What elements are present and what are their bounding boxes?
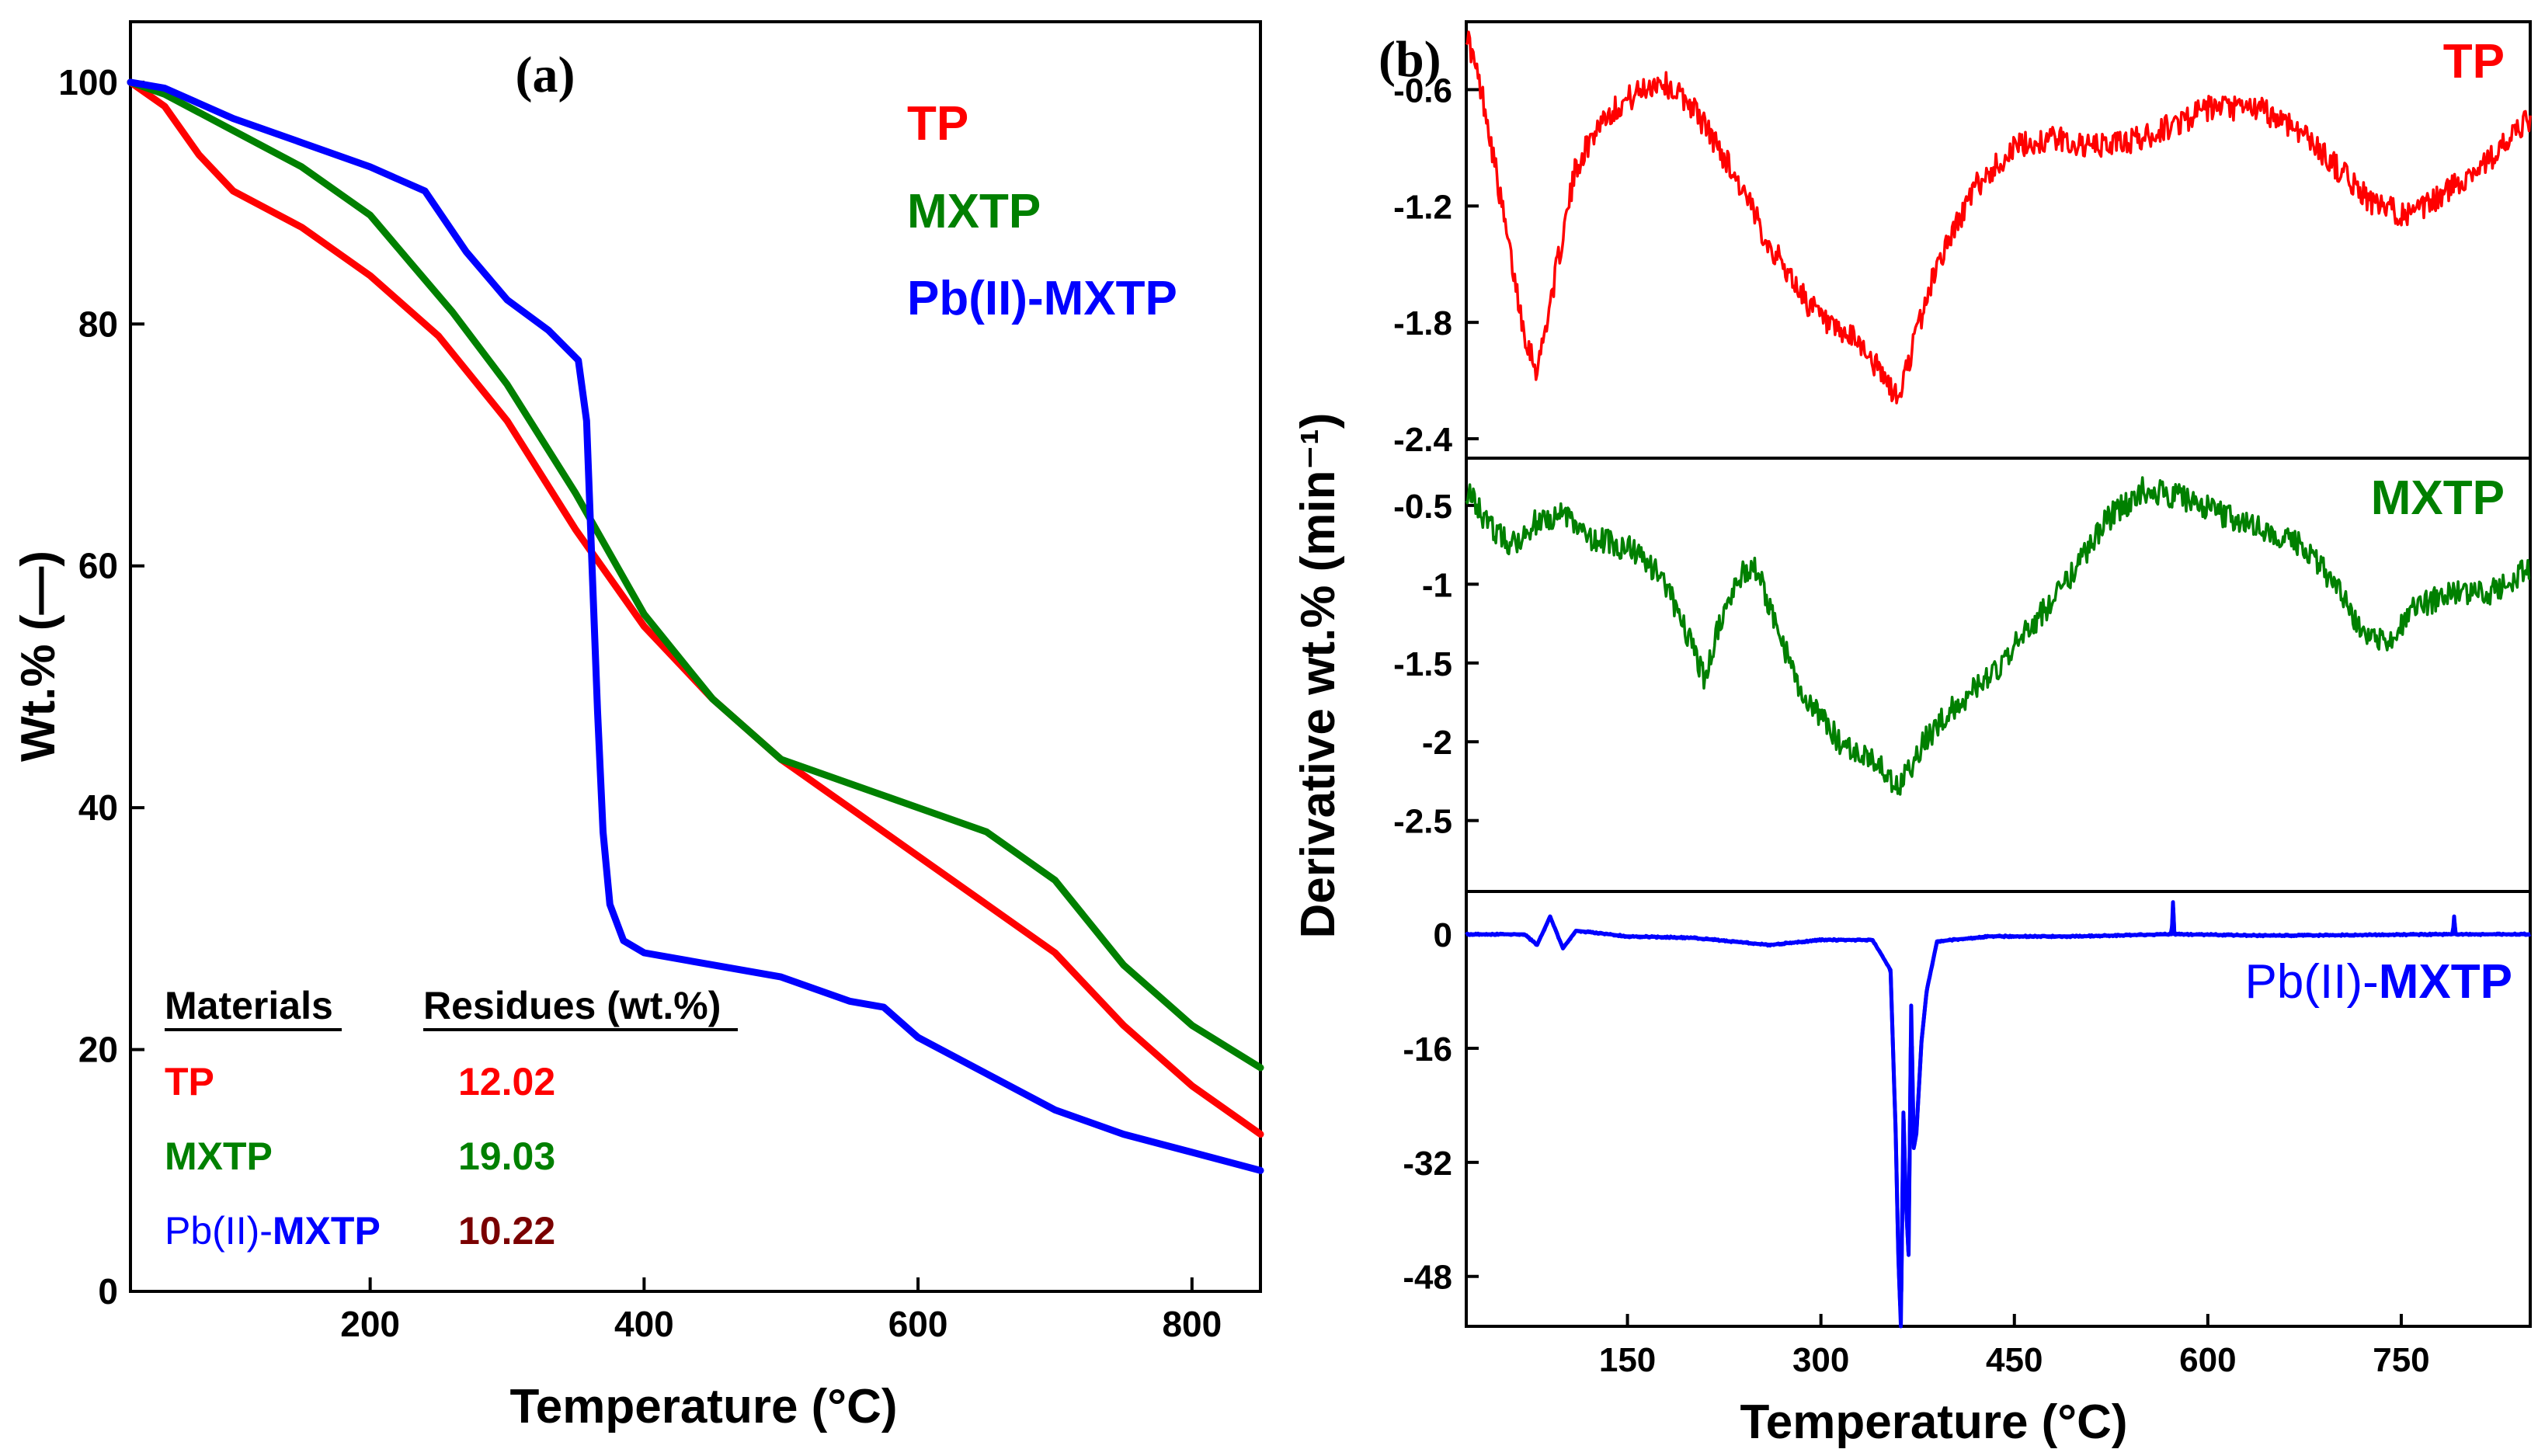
table-row-residue-pb-mxtp: 10.22 — [458, 1209, 555, 1253]
subplot-label-pb-prefix: Pb(II)- — [2245, 955, 2379, 1009]
y-tick-label: -1.8 — [1393, 304, 1452, 342]
panel-b-x-ticks: 150 300 450 600 750 — [1599, 1314, 2430, 1379]
y-tick-label: 80 — [78, 304, 118, 344]
subplot-label-tp: TP — [2443, 35, 2505, 89]
x-tick-label: 400 — [614, 1304, 674, 1344]
residues-table: Materials Residues (wt.%) TP 12.02 MXTP … — [165, 984, 738, 1253]
x-tick-label: 600 — [2179, 1341, 2236, 1379]
x-tick-label: 600 — [888, 1304, 948, 1344]
y-tick-label: 100 — [58, 62, 118, 103]
y-tick-label: -1.5 — [1393, 645, 1452, 683]
panel-b-subplot-tp: -0.6 -1.2 -1.8 -2.4 — [1393, 30, 2532, 459]
table-row-residue-mxtp: 19.03 — [458, 1135, 555, 1178]
panel-a-x-axis-title: Temperature (°C) — [509, 1380, 897, 1433]
panel-a-x-ticks: 200 400 600 800 — [340, 1277, 1222, 1344]
y-tick-label: 60 — [78, 546, 118, 586]
legend-entry-tp: TP — [907, 97, 968, 151]
x-tick-label: 800 — [1162, 1304, 1222, 1344]
table-row-material-pb-mxtp: Pb(II)-MXTP — [165, 1209, 381, 1253]
derivative-trace-tp — [1465, 30, 2532, 405]
x-tick-label: 300 — [1792, 1341, 1849, 1379]
subplot-label-pb-name: MXTP — [2379, 955, 2512, 1009]
panel-a-plot-frame — [129, 20, 1262, 1293]
table-row-residue-tp: 12.02 — [458, 1060, 555, 1103]
panel-a-y-axis-title: Wt.% (—) — [12, 551, 65, 762]
y-tick-label: -2 — [1422, 724, 1452, 762]
panel-b-subplot-mxtp: -0.5 -1 -1.5 -2 -2.5 — [1393, 476, 2531, 841]
y-tick-label: -0.5 — [1393, 488, 1452, 526]
x-tick-label: 750 — [2373, 1341, 2429, 1379]
y-tick-label: -1 — [1422, 566, 1452, 604]
panel-a-label: (a) — [516, 47, 575, 103]
x-tick-label: 150 — [1599, 1341, 1656, 1379]
y-tick-label: -2.4 — [1393, 421, 1452, 459]
series-line-mxtp — [127, 78, 1264, 1072]
subplot-label-pb-mxtp: Pb(II)-MXTP — [2245, 955, 2512, 1009]
legend-entry-pb-mxtp: Pb(II)-MXTP — [907, 272, 1177, 325]
table-row-material-mxtp: MXTP — [165, 1135, 273, 1178]
panel-a-series — [127, 78, 1264, 1174]
derivative-trace-mxtp — [1465, 476, 2531, 796]
table-row-material-pb-name: MXTP — [273, 1209, 381, 1253]
panel-b-label: (b) — [1379, 31, 1441, 88]
y-tick-label: -32 — [1403, 1145, 1452, 1183]
panel-b: -0.6 -1.2 -1.8 -2.4 -0.5 -1 -1.5 -2 -2.5 0 -16 -3… — [1292, 20, 2532, 1449]
table-row-material-tp: TP — [165, 1060, 214, 1103]
panel-a: 0 20 40 60 80 100 200 400 600 800 (a) Temperatur… — [12, 20, 1264, 1433]
legend-entry-mxtp: MXTP — [907, 185, 1041, 238]
table-header-residues: Residues (wt.%) — [423, 984, 721, 1027]
panel-b-x-axis-title: Temperature (°C) — [1740, 1395, 2127, 1449]
table-row-material-pb-prefix: Pb(II)- — [165, 1209, 273, 1253]
panel-b-plot-frame — [1465, 20, 2532, 1328]
x-tick-label: 200 — [340, 1304, 400, 1344]
y-tick-label: -16 — [1403, 1030, 1452, 1069]
y-tick-label: 40 — [78, 787, 118, 828]
table-header-materials: Materials — [165, 984, 333, 1027]
derivative-spikes-pb-mxtp — [1466, 900, 2530, 1329]
y-tick-label: -0.6 — [1393, 71, 1452, 109]
y-tick-label: -48 — [1403, 1259, 1452, 1297]
panel-b-y-axis-title: Derivative wt.% (min⁻¹) — [1292, 413, 1345, 939]
y-tick-label: -1.2 — [1393, 188, 1452, 226]
panel-b-subplot-pb-mxtp: 0 -16 -32 -48 — [1403, 900, 2532, 1329]
y-tick-label: 20 — [78, 1030, 118, 1070]
series-line-pb-ii-mxtp — [127, 78, 1264, 1174]
y-tick-label: 0 — [98, 1271, 118, 1312]
panel-a-y-ticks: 0 20 40 60 80 100 — [58, 62, 144, 1312]
x-tick-label: 450 — [1986, 1341, 2043, 1379]
series-line-tp — [127, 78, 1264, 1138]
y-tick-label: 0 — [1434, 916, 1452, 954]
panel-a-legend: TP MXTP Pb(II)-MXTP — [907, 97, 1177, 325]
y-tick-label: -2.5 — [1393, 803, 1452, 841]
subplot-label-mxtp: MXTP — [2371, 471, 2505, 525]
